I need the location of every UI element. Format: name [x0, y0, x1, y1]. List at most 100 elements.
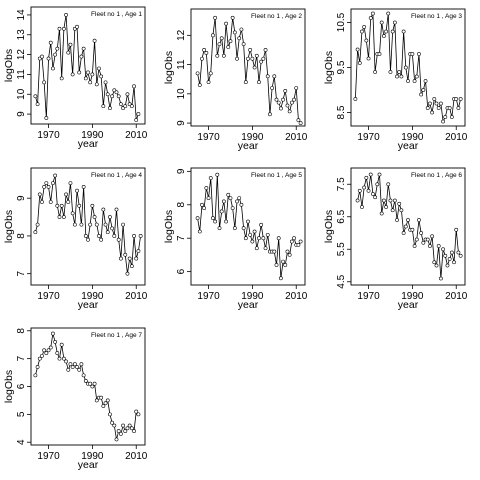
data-point	[79, 362, 84, 367]
data-point	[112, 234, 117, 238]
data-point	[42, 348, 47, 353]
panel-title: Fleet no 1 , Age 4	[91, 172, 142, 179]
data-point	[410, 52, 415, 56]
data-point	[55, 46, 60, 51]
data-point	[33, 230, 38, 235]
data-point	[42, 184, 47, 189]
data-point	[388, 198, 393, 203]
data-point	[235, 199, 239, 204]
data-point	[357, 188, 362, 193]
data-point	[59, 76, 64, 81]
data-point	[454, 97, 459, 101]
data-point	[283, 263, 288, 267]
data-point	[114, 90, 119, 95]
data-point	[447, 257, 452, 261]
x-tick-label: 1970	[357, 291, 380, 302]
data-point	[272, 249, 277, 254]
data-point	[112, 423, 117, 428]
data-point	[292, 97, 296, 102]
data-point	[248, 48, 253, 52]
data-point	[289, 100, 294, 105]
y-tick-label: 9	[176, 120, 187, 126]
data-point	[397, 201, 402, 206]
data-point	[392, 198, 397, 203]
y-tick-label: 11	[176, 59, 187, 70]
x-axis-label: year	[238, 140, 259, 152]
data-point	[46, 56, 51, 61]
data-point	[66, 200, 71, 204]
data-point	[129, 264, 134, 269]
data-point	[55, 203, 60, 208]
data-point	[75, 365, 79, 369]
data-point	[366, 56, 371, 61]
data-point	[362, 25, 367, 29]
y-tick-label: 9.5	[336, 60, 347, 74]
x-tick-label: 2010	[285, 132, 308, 143]
data-point	[419, 231, 424, 235]
data-point	[77, 367, 82, 372]
x-tick-label: 1990	[241, 291, 264, 302]
data-point	[101, 404, 106, 408]
data-point	[250, 239, 255, 244]
data-point	[94, 82, 99, 87]
x-tick-label: 1990	[81, 291, 104, 302]
data-point	[243, 236, 248, 241]
data-point	[81, 46, 86, 51]
data-point	[48, 200, 53, 204]
data-point	[397, 70, 402, 74]
y-axis-label: logObs	[323, 51, 335, 84]
data-point	[250, 56, 255, 61]
data-point	[97, 234, 101, 238]
data-point	[283, 89, 288, 93]
data-point	[403, 224, 408, 229]
data-point	[386, 182, 391, 187]
data-point	[204, 50, 209, 55]
chart-panel-5: 1970 1990 2010 6 7 8 9 year logObs Fleet no 1 , A…	[163, 167, 308, 311]
data-point	[105, 92, 110, 97]
data-point	[438, 101, 443, 106]
data-point	[386, 11, 391, 16]
data-point	[226, 45, 231, 49]
data-point	[232, 226, 237, 231]
data-point	[55, 351, 60, 355]
data-point	[362, 185, 367, 190]
data-point	[263, 48, 268, 52]
x-tick-label: 1970	[37, 451, 60, 462]
y-tick-label: 9	[16, 111, 27, 117]
data-point	[456, 250, 461, 255]
data-point	[79, 222, 84, 227]
x-tick-label: 1970	[197, 132, 220, 143]
data-point	[447, 106, 452, 110]
data-point	[403, 65, 408, 70]
data-point	[414, 74, 419, 79]
data-point	[121, 222, 125, 227]
data-point	[276, 100, 281, 105]
data-point	[125, 92, 130, 97]
data-point	[452, 260, 456, 265]
data-point	[417, 52, 421, 56]
data-point	[434, 263, 439, 268]
data-point	[37, 192, 42, 197]
data-point	[224, 21, 228, 26]
data-point	[379, 211, 384, 216]
data-point	[61, 356, 66, 361]
data-point	[136, 412, 141, 417]
data-point	[355, 198, 360, 203]
data-point	[208, 176, 213, 180]
data-point	[268, 112, 272, 117]
y-tick-label: 10.5	[336, 12, 347, 32]
data-point	[425, 237, 430, 242]
data-point	[406, 79, 410, 83]
data-point	[384, 205, 388, 209]
data-point	[287, 109, 292, 114]
data-point	[83, 234, 88, 238]
data-point	[235, 56, 239, 61]
x-axis-label: year	[238, 299, 259, 311]
data-point	[294, 86, 299, 90]
data-point	[110, 420, 115, 425]
data-point	[132, 84, 136, 89]
series-line	[357, 174, 461, 279]
plot-frame	[30, 167, 146, 286]
data-point	[241, 226, 246, 231]
data-point	[204, 186, 209, 190]
